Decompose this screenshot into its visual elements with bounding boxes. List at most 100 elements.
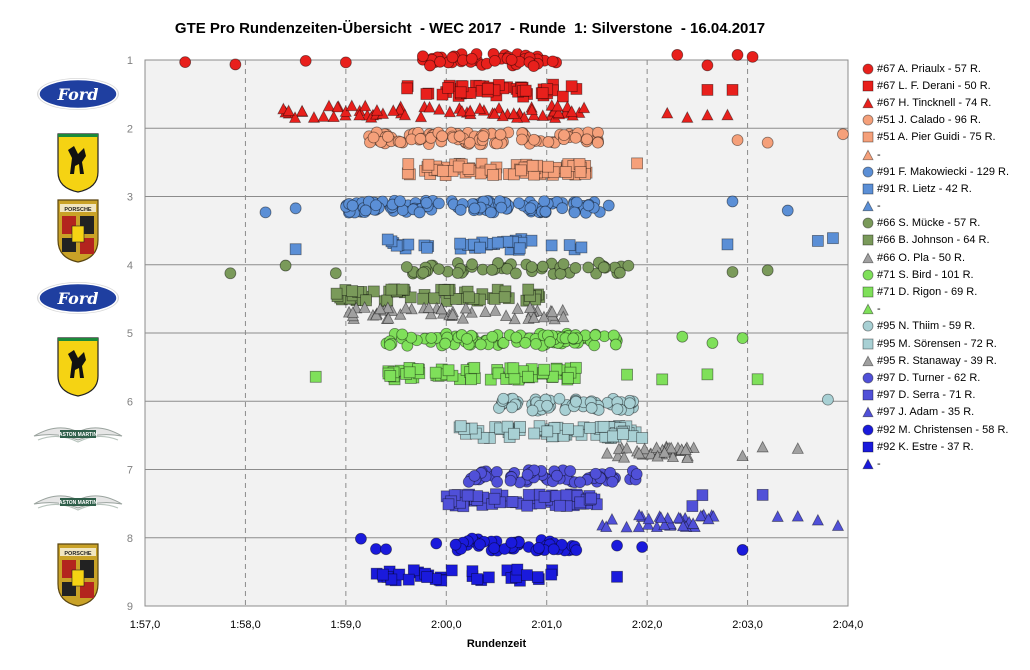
legend-item: #66 S. Mücke - 57 R. <box>862 215 1030 232</box>
data-point <box>461 332 473 345</box>
data-point <box>551 99 564 112</box>
data-point <box>322 99 336 112</box>
data-point <box>486 264 498 276</box>
data-point <box>636 432 649 444</box>
aston-martin-logo-text: ASTON MARTIN <box>59 500 98 506</box>
data-point <box>359 204 372 217</box>
legend-label: #66 O. Pla - 50 R. <box>877 251 966 264</box>
data-point <box>489 304 502 316</box>
data-point <box>507 107 520 119</box>
data-point <box>414 110 428 123</box>
legend-label: #97 D. Serra - 71 R. <box>877 389 976 402</box>
data-point <box>721 238 734 251</box>
data-point <box>521 499 534 512</box>
data-point <box>513 242 526 255</box>
data-point <box>442 364 455 377</box>
data-point <box>353 108 366 121</box>
data-point <box>449 293 462 305</box>
data-point <box>289 202 302 215</box>
data-point <box>401 82 413 95</box>
data-point <box>590 267 603 280</box>
data-point <box>791 442 804 454</box>
data-point <box>591 136 604 149</box>
series-22 <box>370 563 623 587</box>
data-point <box>522 370 534 383</box>
legend-marker-shape <box>862 114 874 126</box>
legend-item: #92 K. Estre - 37 R. <box>862 438 1030 455</box>
data-point <box>474 338 487 351</box>
legend-marker-shape <box>862 303 874 315</box>
data-point <box>465 52 478 65</box>
legend-marker-shape <box>862 97 874 109</box>
data-point <box>632 508 646 521</box>
ferrari-logo <box>28 128 128 196</box>
data-point <box>567 332 580 345</box>
data-point <box>650 441 663 454</box>
data-point <box>702 512 715 525</box>
data-point <box>299 54 312 67</box>
data-point <box>526 159 539 172</box>
data-point <box>492 101 506 114</box>
data-point <box>617 450 631 463</box>
legend-marker-shape <box>862 235 874 246</box>
series-11 <box>342 301 570 325</box>
data-point <box>376 568 389 581</box>
series-3 <box>363 126 849 151</box>
data-point <box>394 307 407 320</box>
data-point <box>644 447 658 460</box>
data-point <box>330 287 343 300</box>
ford-logo: Ford <box>28 264 128 332</box>
data-point <box>420 197 433 209</box>
data-point <box>542 160 554 173</box>
data-point <box>611 403 624 415</box>
data-point <box>611 449 625 462</box>
legend-item: #91 R. Lietz - 42 R. <box>862 180 1030 197</box>
chart-title: GTE Pro Rundenzeiten-Übersicht - WEC 201… <box>174 20 766 37</box>
data-point <box>538 490 551 503</box>
legend-label: - <box>877 457 881 470</box>
data-point <box>497 392 510 405</box>
data-point <box>588 339 601 352</box>
data-point <box>471 573 483 586</box>
data-point <box>465 373 478 386</box>
data-point <box>581 133 593 146</box>
legend-marker-shape <box>862 252 874 263</box>
data-point <box>490 466 503 478</box>
data-point <box>487 169 499 181</box>
data-point <box>442 82 454 94</box>
series-0 <box>179 48 759 72</box>
legend-marker-shape <box>862 286 874 298</box>
legend-label: #51 A. Pier Guidi - 75 R. <box>877 131 996 144</box>
legend-marker-shape <box>862 355 874 366</box>
data-point <box>565 80 578 93</box>
legend-label: - <box>877 303 881 316</box>
x-tick-label: 2:04,0 <box>833 619 864 631</box>
data-point <box>636 541 649 553</box>
data-point <box>617 428 629 440</box>
data-point <box>686 500 699 512</box>
data-point <box>574 476 586 489</box>
data-point <box>488 542 501 555</box>
legend-marker <box>862 321 874 332</box>
data-point <box>488 54 501 67</box>
data-point <box>463 136 476 149</box>
data-point <box>612 442 626 455</box>
data-point <box>658 518 671 531</box>
data-point <box>556 90 569 103</box>
data-point <box>436 88 449 101</box>
data-point <box>526 404 539 417</box>
data-point <box>224 267 237 280</box>
data-point <box>282 104 295 117</box>
data-point <box>513 197 525 210</box>
legend-marker-shape <box>862 80 874 92</box>
data-point <box>542 136 555 148</box>
data-point <box>538 363 550 376</box>
data-point <box>501 262 514 275</box>
data-point <box>827 232 839 245</box>
legend-marker <box>862 406 874 418</box>
data-point <box>430 537 443 550</box>
data-point <box>279 259 292 272</box>
data-point <box>495 201 508 214</box>
data-point <box>771 510 784 522</box>
data-point <box>462 163 475 175</box>
